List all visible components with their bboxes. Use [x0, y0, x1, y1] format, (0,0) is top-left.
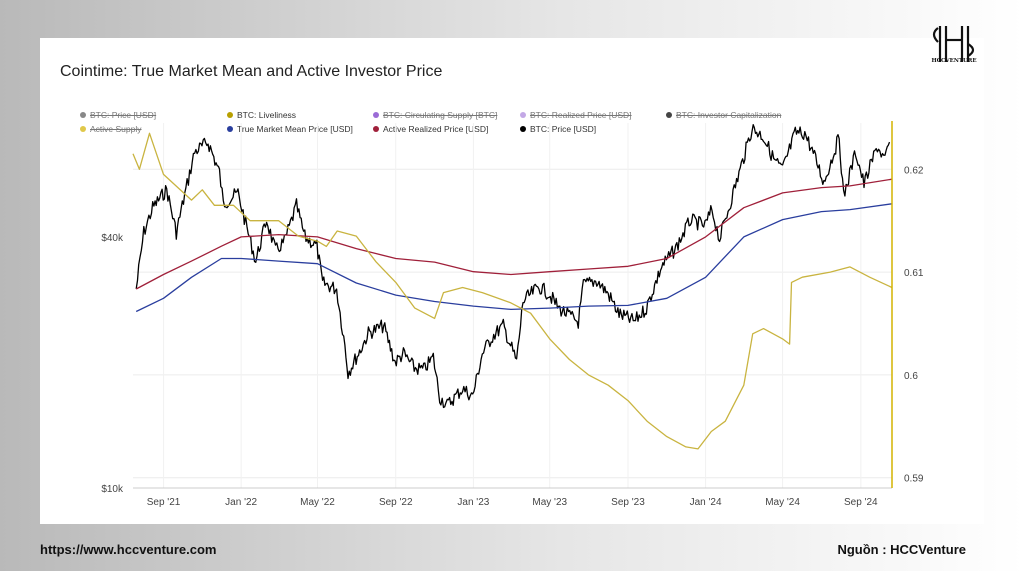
legend-item[interactable]: BTC: Realized Price [USD] [520, 110, 632, 120]
legend-label: BTC: Investor Capitalization [676, 110, 782, 120]
x-tick-label: Sep '21 [147, 497, 181, 508]
legend-item[interactable]: BTC: Investor Capitalization [666, 110, 781, 120]
footer-source-credit: Nguồn : HCCVenture [837, 542, 966, 557]
legend-label: BTC: Price [USD] [90, 110, 157, 120]
legend-swatch [520, 112, 526, 118]
y-left-tick-label: $40k [101, 233, 124, 244]
legend-label: BTC: Realized Price [USD] [530, 110, 632, 120]
x-tick-label: Sep '23 [611, 497, 645, 508]
x-tick-label: May '22 [300, 497, 335, 508]
chart-plot-area: Sep '21 Jan '22 May '22 Sep '22 Jan '23 May '… [101, 121, 924, 508]
y-right-tick-label: 0.62 [904, 165, 924, 176]
series-line-btc-liveliness [132, 132, 893, 450]
y-left-tick-label: $10k [101, 484, 124, 495]
legend-item[interactable]: BTC: Liveliness [227, 110, 296, 120]
legend-label: BTC: Price [USD] [530, 124, 597, 134]
series-line-true-market-mean-price-usd [135, 203, 893, 313]
legend-item[interactable]: Active Supply [80, 124, 142, 134]
y-right-tick-label: 0.61 [904, 268, 924, 279]
x-tick-label: Jan '22 [225, 497, 257, 508]
series-line-btc-price-usd [135, 124, 891, 409]
x-tick-label: Sep '22 [379, 497, 413, 508]
legend-swatch [520, 126, 526, 132]
legend-item[interactable]: Active Realized Price [USD] [373, 124, 488, 134]
legend-item[interactable]: BTC: Price [USD] [520, 124, 596, 134]
chart-legend: BTC: Price [USD] BTC: Liveliness BTC: Ci… [80, 110, 820, 146]
legend-item[interactable]: True Market Mean Price [USD] [227, 124, 353, 134]
x-tick-label: Jan '24 [690, 497, 722, 508]
legend-item[interactable]: BTC: Circulating Supply [BTC] [373, 110, 497, 120]
x-tick-label: May '24 [765, 497, 800, 508]
legend-swatch [373, 126, 379, 132]
legend-label: True Market Mean Price [USD] [237, 124, 353, 134]
legend-swatch [227, 126, 233, 132]
legend-swatch [80, 126, 86, 132]
x-tick-label: Jan '23 [457, 497, 489, 508]
legend-swatch [80, 112, 86, 118]
legend-label: Active Supply [90, 124, 142, 134]
brand-logo-text: HCCVENTURE [931, 58, 977, 64]
chart-card: Cointime: True Market Mean and Active In… [40, 38, 984, 524]
x-tick-label: May '23 [532, 497, 567, 508]
legend-label: BTC: Circulating Supply [BTC] [383, 110, 498, 120]
y-right-tick-label: 0.59 [904, 474, 924, 485]
y-right-tick-label: 0.6 [904, 371, 918, 382]
legend-swatch [373, 112, 379, 118]
legend-item[interactable]: BTC: Price [USD] [80, 110, 156, 120]
legend-swatch [666, 112, 672, 118]
series-line-active-realized-price-usd [135, 178, 893, 290]
chart-title: Cointime: True Market Mean and Active In… [60, 63, 443, 80]
footer-website-link[interactable]: https://www.hccventure.com [40, 542, 217, 557]
x-tick-label: Sep '24 [844, 497, 878, 508]
legend-label: BTC: Liveliness [237, 110, 297, 120]
legend-label: Active Realized Price [USD] [383, 124, 489, 134]
legend-swatch [227, 112, 233, 118]
brand-logo [932, 26, 975, 62]
